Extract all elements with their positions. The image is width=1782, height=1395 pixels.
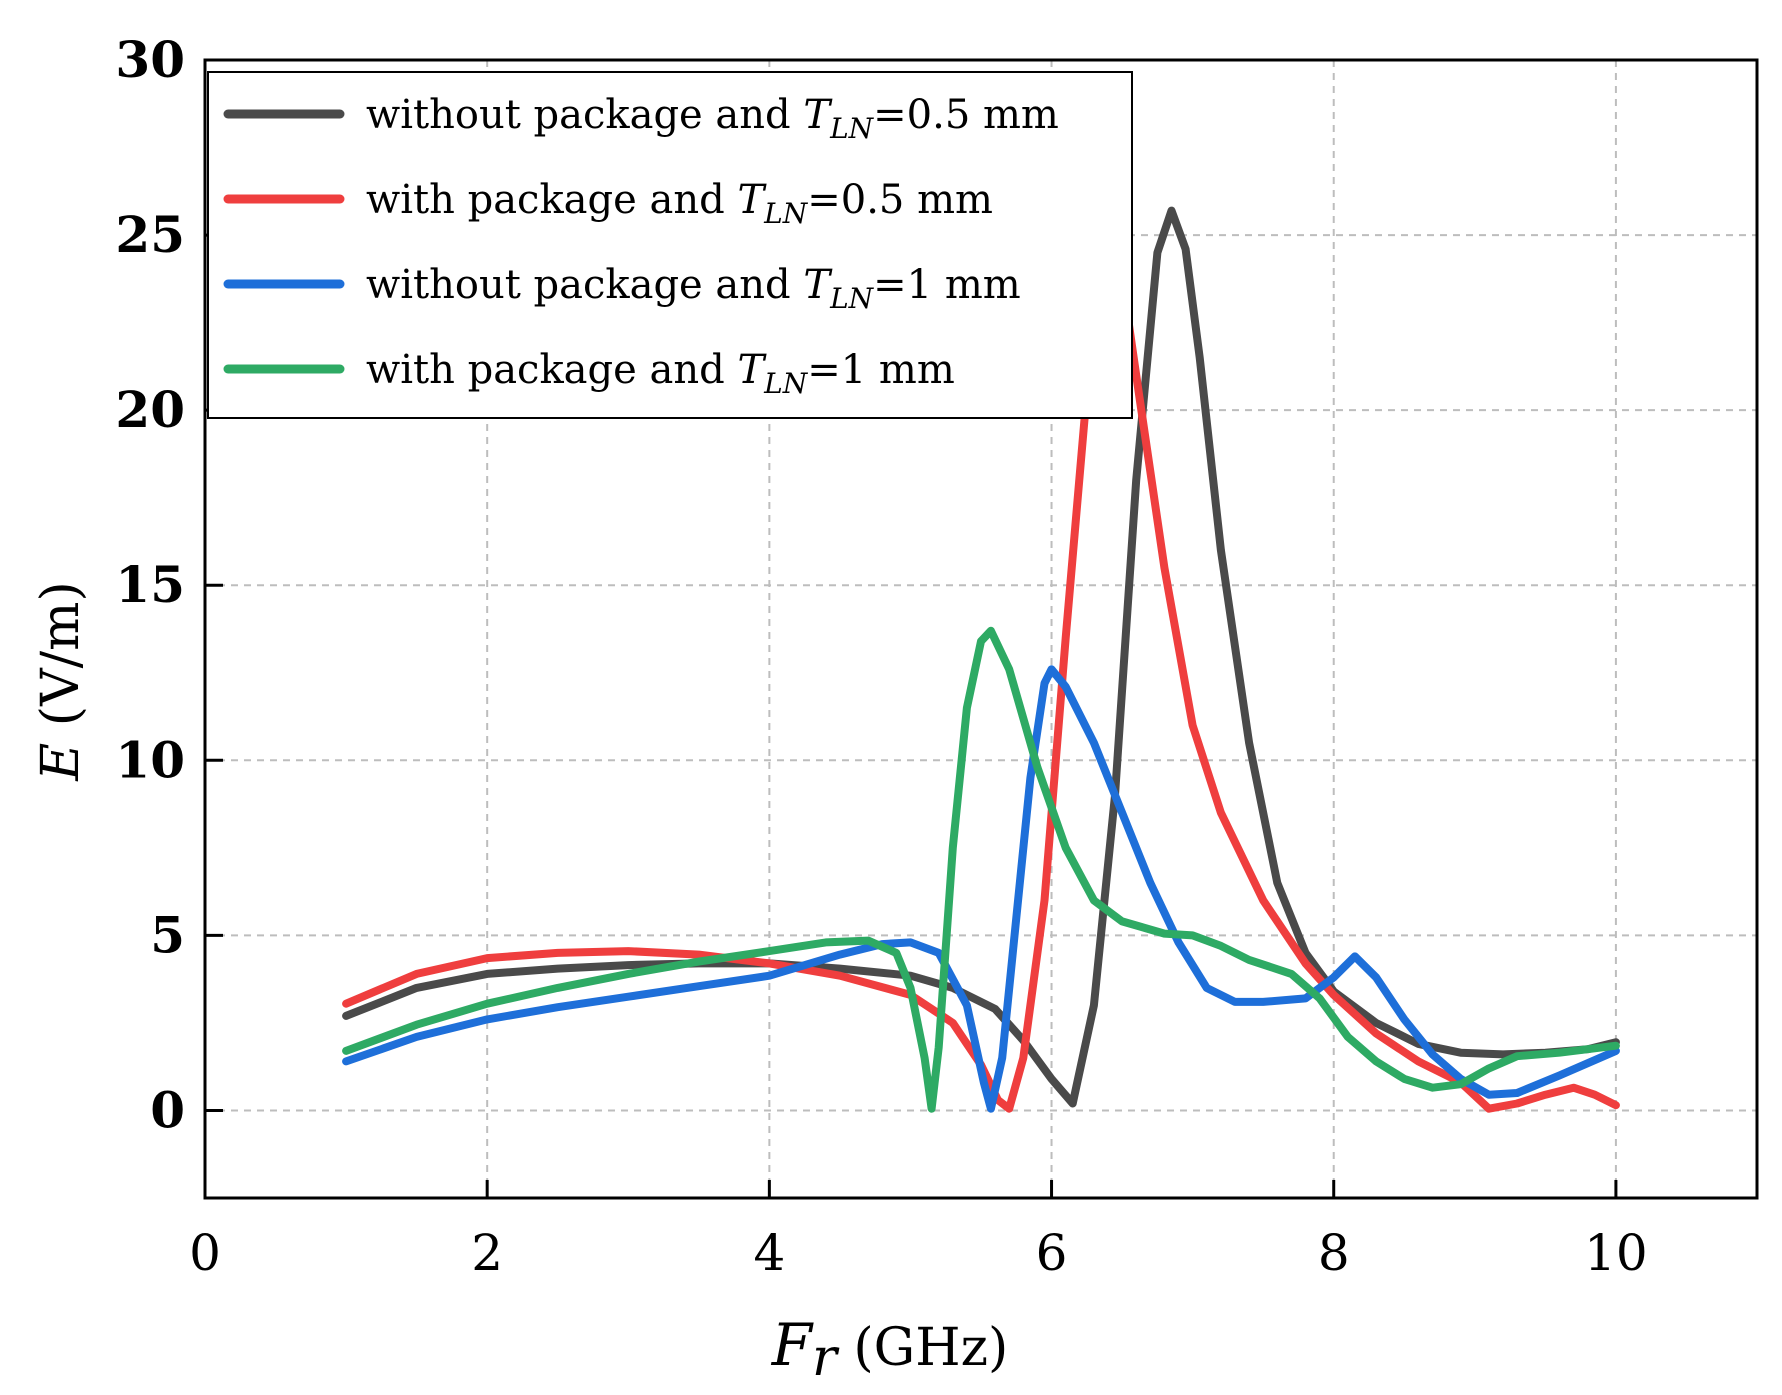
- x-axis-title-unit: (GHz): [837, 1318, 1008, 1378]
- y-axis-title-unit: (V/m): [31, 581, 91, 742]
- x-tick-labels: 0 2 4 6 8 10: [189, 1224, 1648, 1282]
- plot-frame: [203, 58, 1759, 1200]
- y-tick-label: 10: [115, 730, 185, 789]
- x-tick-label: 0: [189, 1224, 221, 1282]
- y-tick-label: 15: [115, 555, 185, 614]
- legend: without package and TLN=0.5 mm with packa…: [207, 71, 1133, 419]
- legend-label-4: with package and TLN=1 mm: [366, 347, 955, 400]
- y-tick-label: 30: [115, 30, 185, 89]
- legend-label-2: with package and TLN=0.5 mm: [366, 177, 993, 230]
- x-tick-label: 6: [1036, 1224, 1068, 1282]
- y-axis-title: E (V/m): [31, 581, 91, 781]
- series-lines: [342, 206, 1620, 1113]
- x-axis-title-main: F: [771, 1311, 814, 1379]
- x-tick-label: 2: [471, 1224, 503, 1282]
- y-axis-title-main: E: [31, 743, 91, 782]
- x-axis-title: Fr (GHz): [771, 1311, 1009, 1388]
- y-tick-label: 25: [115, 205, 185, 264]
- y-tick-label: 20: [115, 380, 185, 439]
- legend-label-3: without package and TLN=1 mm: [366, 262, 1021, 315]
- x-tick-label: 10: [1584, 1224, 1648, 1282]
- legend-label-1: without package and TLN=0.5 mm: [366, 92, 1059, 145]
- series-line-1: [342, 206, 1620, 1108]
- x-tick-label: 8: [1318, 1224, 1350, 1282]
- series-line-3: [342, 665, 1620, 1113]
- legend-entries: without package and TLN=0.5 mm with packa…: [223, 92, 1059, 400]
- series-line-4: [342, 626, 1620, 1113]
- y-tick-labels: 0 5 10 15 20 25 30: [115, 30, 185, 1139]
- x-tick-label: 4: [753, 1224, 785, 1282]
- x-axis-title-sub: r: [812, 1328, 840, 1388]
- y-tick-label: 5: [150, 905, 185, 964]
- y-tick-label: 0: [150, 1080, 185, 1139]
- legend-box: [207, 71, 1133, 419]
